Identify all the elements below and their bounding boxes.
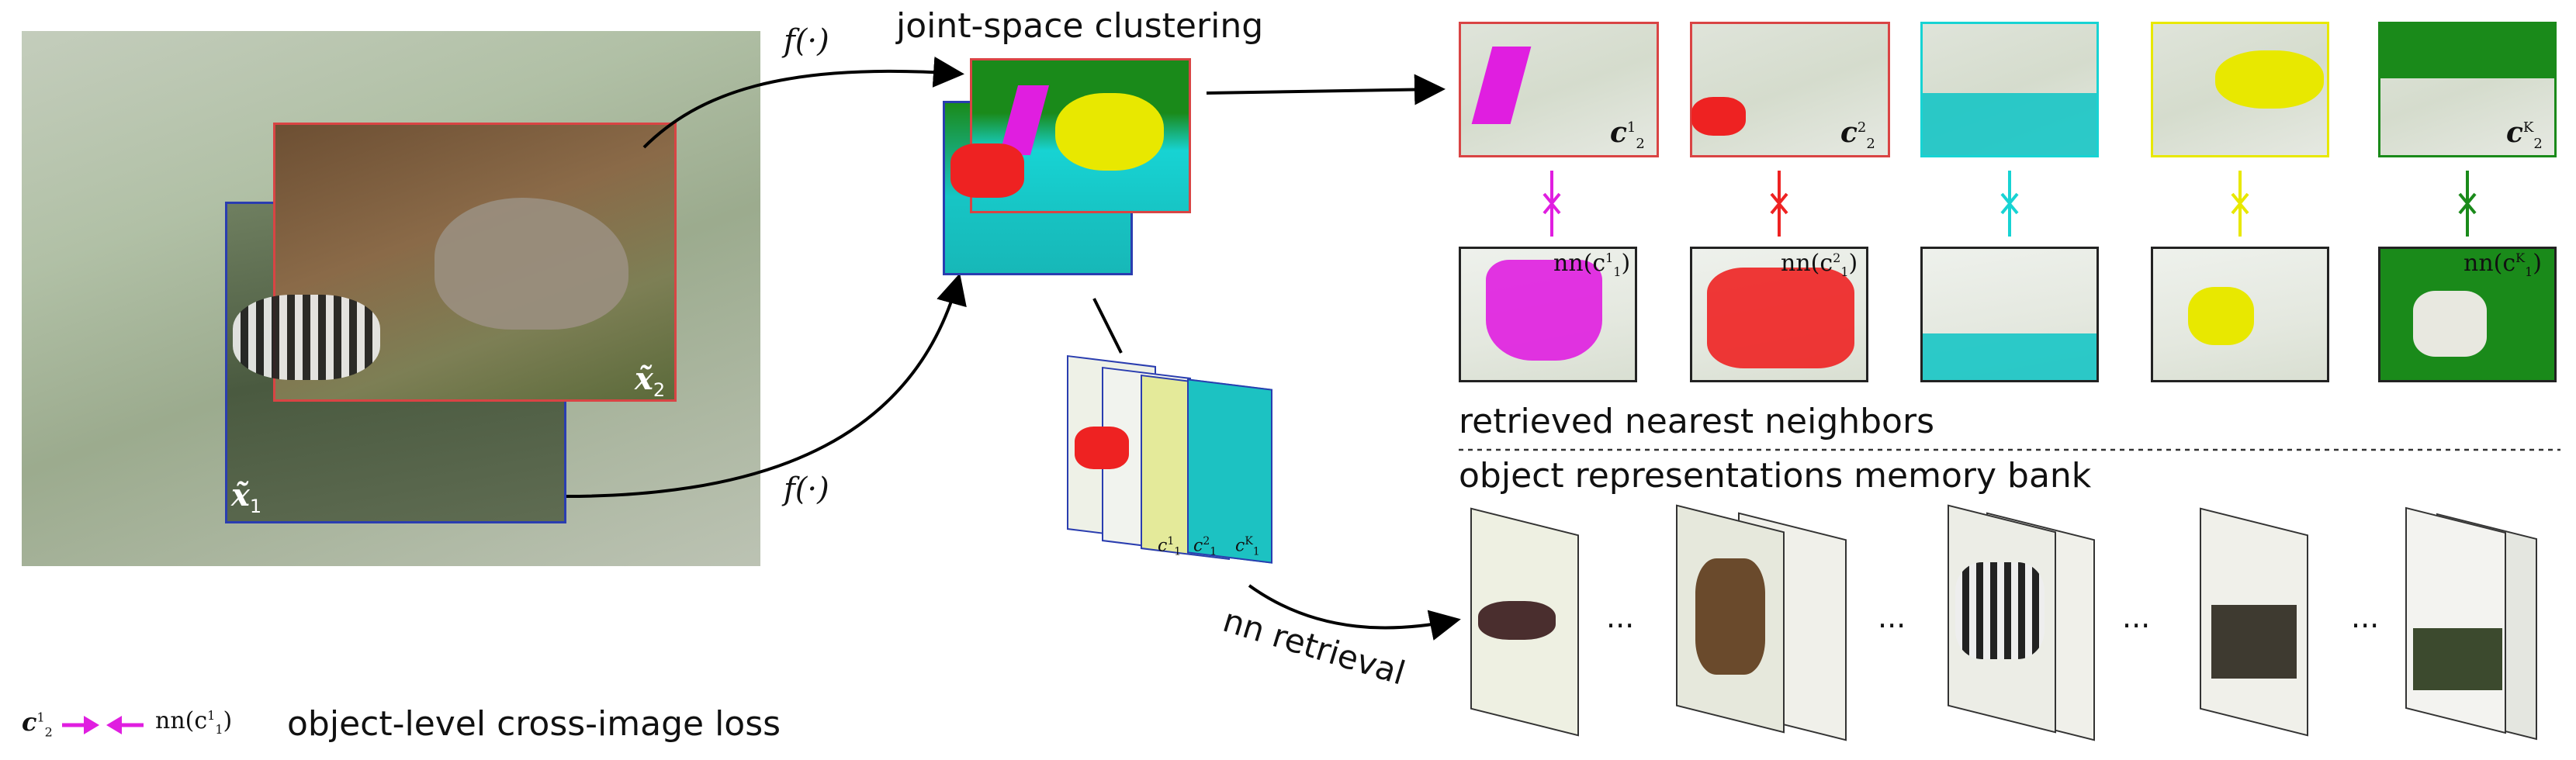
pull-arrow-2 xyxy=(1770,171,1788,237)
cluster-2-label: c22 xyxy=(1840,116,1875,153)
arrow-nn-retrieval xyxy=(1248,584,1461,641)
f-top-label: f(·) xyxy=(784,23,829,59)
bank-dots-3: ··· xyxy=(2122,609,2151,643)
legend-text: object-level cross-image loss xyxy=(287,704,781,744)
nn-4-object xyxy=(2188,287,2254,345)
cluster-elephant xyxy=(1055,93,1164,171)
x2-symbol: x̃ xyxy=(635,361,653,397)
elephant-shape xyxy=(435,198,628,330)
pull-arrows xyxy=(1542,171,2477,237)
cluster-1-label: c12 xyxy=(1610,116,1645,153)
bank-item-2-object xyxy=(1695,558,1765,675)
nn-1-label: nn(c11) xyxy=(1553,250,1631,279)
memory-bank-label: object representations memory bank xyxy=(1459,456,2092,496)
f-bottom-label: f(·) xyxy=(784,472,829,507)
nn-1-object xyxy=(1486,260,1602,361)
cluster-2-object xyxy=(1691,97,1746,136)
bank-dots-2: ··· xyxy=(1878,609,1906,643)
cluster-3-object xyxy=(1923,93,2096,155)
legend-left-symbol: c12 xyxy=(22,707,53,740)
stack-label-1: c11 xyxy=(1158,535,1182,558)
pull-arrow-3 xyxy=(2000,171,2019,237)
bank-item-5a xyxy=(2405,506,2506,734)
nn-3-object xyxy=(1923,333,2096,380)
bank-dots-1: ··· xyxy=(1606,609,1635,643)
cluster-panel-1 xyxy=(1459,22,1659,157)
crop-x1-label: x̃1 xyxy=(231,477,261,517)
joint-clustering-title: joint-space clustering xyxy=(896,6,1264,46)
x1-subscript: 1 xyxy=(249,496,262,517)
bank-item-5-object xyxy=(2413,628,2502,690)
pull-arrow-5 xyxy=(2458,171,2477,237)
stack-label-3: cK1 xyxy=(1235,535,1260,558)
line-to-stack xyxy=(1092,298,1123,354)
arrow-to-clusters xyxy=(1206,74,1446,105)
crop-x2-label: x̃2 xyxy=(635,361,665,401)
x2-subscript: 2 xyxy=(653,379,666,401)
retrieved-label: retrieved nearest neighbors xyxy=(1459,402,1934,441)
legend-right-symbol: nn(c11) xyxy=(155,707,233,737)
nn-2-object xyxy=(1707,268,1854,368)
x1-symbol: x̃ xyxy=(231,477,250,513)
arrow-f-top xyxy=(642,56,964,149)
stack-label-2: c21 xyxy=(1193,535,1217,558)
pull-arrow-4 xyxy=(2231,171,2249,237)
nn-5-object xyxy=(2413,291,2487,357)
bank-item-3-object xyxy=(1955,562,2045,659)
cluster-5-label: cK2 xyxy=(2506,116,2543,153)
bank-dots-4: ··· xyxy=(2351,609,2380,643)
nn-2-label: nn(c21) xyxy=(1781,250,1858,279)
cluster-zebra xyxy=(950,143,1024,198)
pull-arrow-1 xyxy=(1542,171,1561,237)
nn-5-label: nn(cK1) xyxy=(2463,250,2543,279)
bank-item-4-object xyxy=(2211,605,2297,679)
arrow-f-bottom xyxy=(566,273,967,498)
cluster-4-object xyxy=(2215,50,2324,109)
stack-card-zebra xyxy=(1075,427,1129,469)
cluster-5-object xyxy=(2380,24,2554,78)
zebra-shape xyxy=(233,295,380,380)
bank-item-1-object xyxy=(1478,601,1556,640)
